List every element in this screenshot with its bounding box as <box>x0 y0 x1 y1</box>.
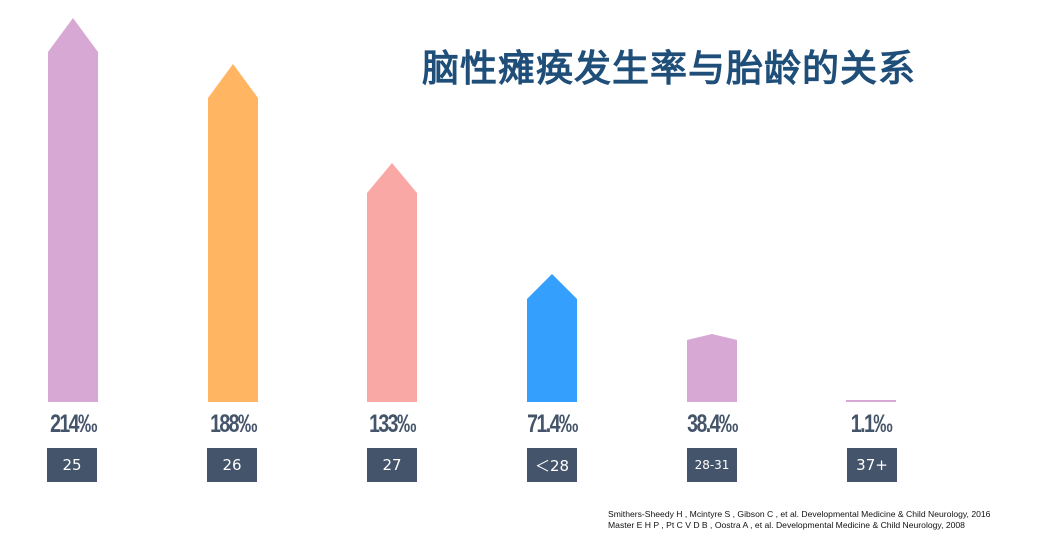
value-label-37plus: 1.1‰ <box>850 410 893 438</box>
reference-1: Smithers-Sheedy H , Mcintyre S , Gibson … <box>608 509 991 519</box>
bar-27 <box>367 163 417 402</box>
reference-2: Master E H P , Pt C V D B , Oostra A , e… <box>608 520 965 530</box>
category-label-27: 27 <box>367 448 417 482</box>
references: Smithers-Sheedy H , Mcintyre S , Gibson … <box>608 509 990 531</box>
value-label-lt28: 71.4‰ <box>527 410 578 438</box>
bar-37plus <box>846 400 896 402</box>
category-label-lt28: ＜28 <box>527 448 577 482</box>
bar-25 <box>48 18 98 402</box>
value-label-26: 188‰ <box>210 410 257 438</box>
value-label-28-31: 38.4‰ <box>687 410 738 438</box>
bar-26 <box>208 64 258 402</box>
category-label-26: 26 <box>207 448 257 482</box>
bar-lt28 <box>527 274 577 402</box>
value-label-25: 214‰ <box>50 410 97 438</box>
chart-title: 脑性瘫痪发生率与胎龄的关系 <box>422 47 916 90</box>
category-label-25: 25 <box>47 448 97 482</box>
category-label-28-31: 28-31 <box>687 448 737 482</box>
category-label-37plus: 37+ <box>847 448 897 482</box>
value-label-27: 133‰ <box>369 410 416 438</box>
bar-28-31 <box>687 334 737 402</box>
